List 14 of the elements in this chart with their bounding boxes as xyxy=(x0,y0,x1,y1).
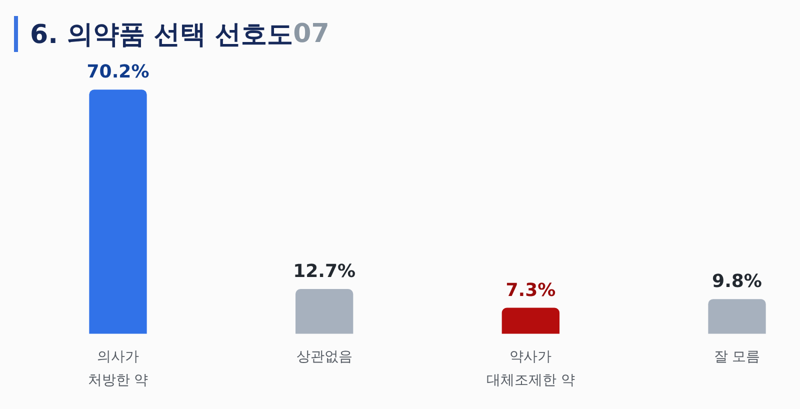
data-label: 12.7% xyxy=(293,261,356,282)
text: 07 xyxy=(293,19,330,49)
chart-title: 6. 의약품 선택 선호도 xyxy=(30,18,294,52)
x-tick-label: 상관없음 xyxy=(296,348,352,365)
data-label: 70.2% xyxy=(86,62,150,83)
x-tick-label: 의사가 처방한 약 xyxy=(88,348,148,389)
data-label: 9.8% xyxy=(712,271,762,292)
bar xyxy=(89,90,147,334)
data-label: 7.3% xyxy=(506,280,556,301)
bar xyxy=(708,299,766,334)
x-tick-label: 잘 모름 xyxy=(714,348,760,365)
bar xyxy=(502,308,560,334)
bar xyxy=(296,289,354,334)
x-tick-label: 약사가 대체조제한 약 xyxy=(486,348,575,389)
